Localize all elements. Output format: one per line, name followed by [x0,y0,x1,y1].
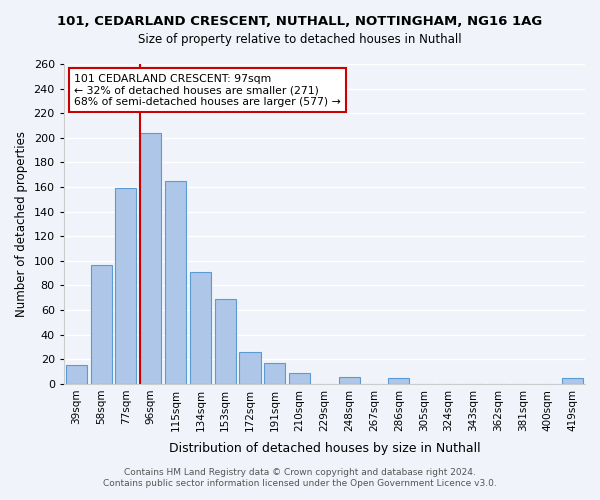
Bar [65,366,87,384]
Bar [388,378,409,384]
Bar [215,299,236,384]
Bar [562,378,583,384]
Bar [91,264,112,384]
Bar [239,352,260,384]
Text: Size of property relative to detached houses in Nuthall: Size of property relative to detached ho… [138,32,462,46]
Bar [338,376,360,384]
Bar [190,272,211,384]
Bar [264,363,286,384]
Text: 101, CEDARLAND CRESCENT, NUTHALL, NOTTINGHAM, NG16 1AG: 101, CEDARLAND CRESCENT, NUTHALL, NOTTIN… [58,15,542,28]
Bar [140,133,161,384]
X-axis label: Distribution of detached houses by size in Nuthall: Distribution of detached houses by size … [169,442,480,455]
Y-axis label: Number of detached properties: Number of detached properties [15,131,28,317]
Text: 101 CEDARLAND CRESCENT: 97sqm
← 32% of detached houses are smaller (271)
68% of : 101 CEDARLAND CRESCENT: 97sqm ← 32% of d… [74,74,341,107]
Bar [165,181,186,384]
Text: Contains HM Land Registry data © Crown copyright and database right 2024.
Contai: Contains HM Land Registry data © Crown c… [103,468,497,487]
Bar [115,188,136,384]
Bar [289,373,310,384]
